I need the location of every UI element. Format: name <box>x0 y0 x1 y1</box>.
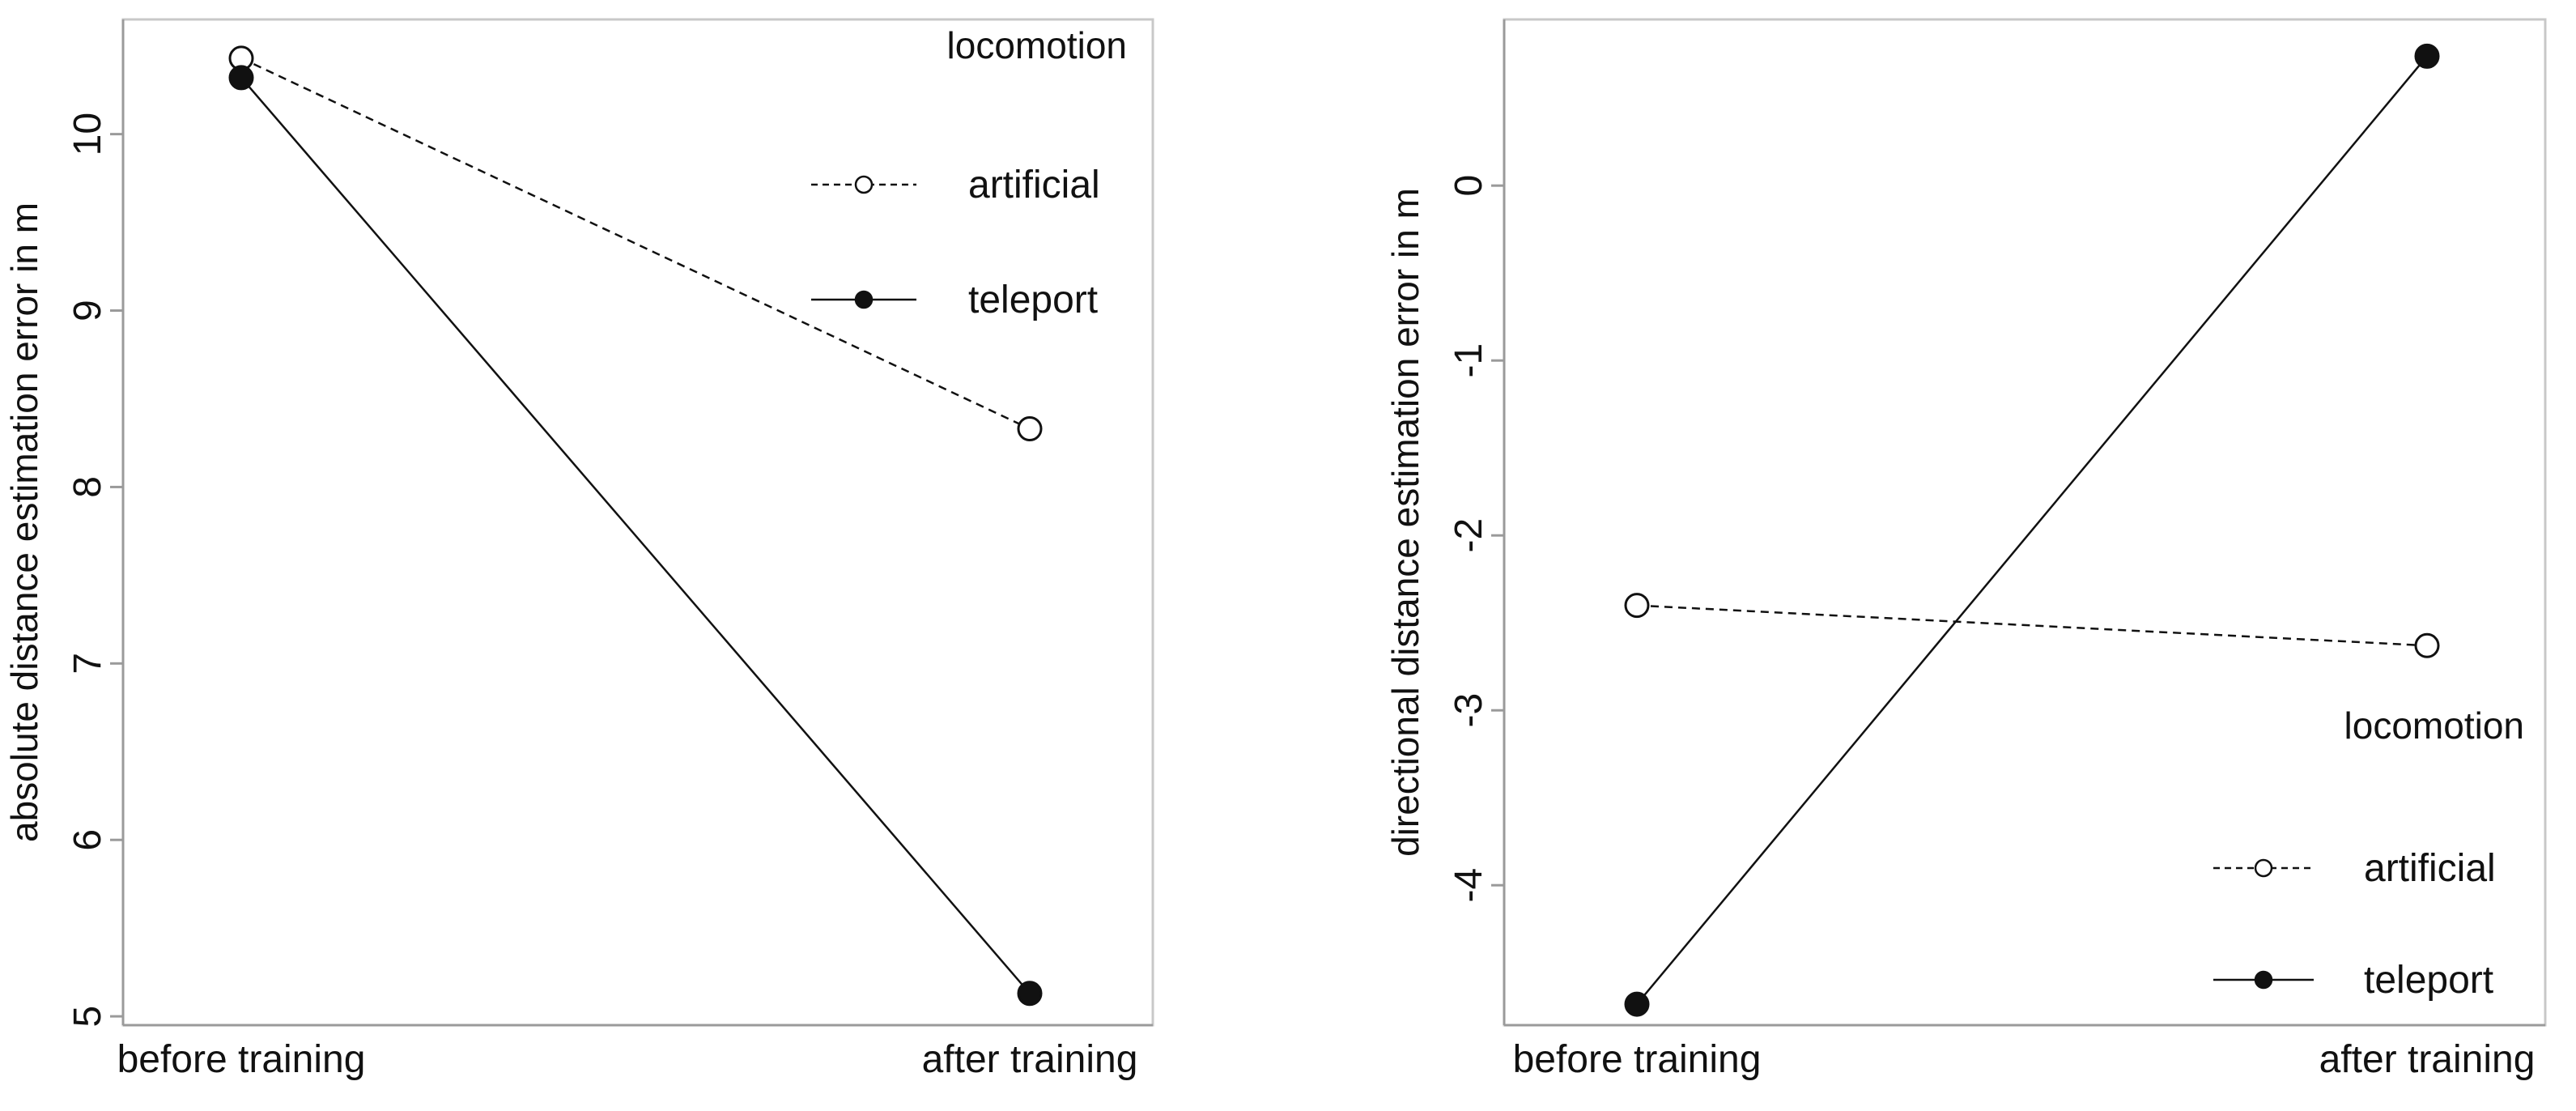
y-tick-label: 7 <box>66 653 109 675</box>
x-tick-label: before training <box>1513 1038 1762 1081</box>
data-point-artificial <box>2414 632 2440 658</box>
x-tick-label: before training <box>117 1038 366 1081</box>
legend-title: locomotion <box>947 24 1127 66</box>
x-tick-label: after training <box>2319 1038 2536 1081</box>
y-tick-label: -1 <box>1447 343 1490 378</box>
y-tick-label: 8 <box>66 476 109 498</box>
legend-marker-teleport <box>854 290 874 309</box>
legend-marker-teleport <box>2254 970 2273 990</box>
y-tick-label: 0 <box>1447 175 1490 197</box>
data-point-teleport <box>2414 43 2440 69</box>
chart-panel-absolute-error: 5 6 7 8 9 10 before training after training abso… <box>3 18 1154 1081</box>
legend-label-teleport: teleport <box>968 279 1098 321</box>
legend-marker-artificial <box>854 175 874 194</box>
y-tick-label: 6 <box>66 829 109 851</box>
chart-panel-directional-error: -4 -3 -2 -1 0 before training after training di… <box>1384 18 2547 1081</box>
data-point-teleport <box>228 65 254 91</box>
series-line-teleport <box>1636 55 2428 1005</box>
y-tick-label: 5 <box>66 1006 109 1028</box>
legend-label-teleport: teleport <box>2364 959 2493 1002</box>
y-tick-label: 10 <box>66 113 109 155</box>
legend-label-artificial: artificial <box>2364 847 2496 890</box>
legend-title: locomotion <box>2344 704 2524 747</box>
y-tick-label: -4 <box>1447 868 1490 903</box>
y-tick-label: -2 <box>1447 518 1490 553</box>
y-axis-title: absolute distance estimation error in m <box>3 202 45 842</box>
data-point-artificial <box>1624 593 1650 619</box>
y-axis-title: directional distance estimation error in… <box>1384 188 1426 857</box>
legend-label-artificial: artificial <box>968 164 1100 206</box>
data-point-teleport <box>1624 991 1650 1017</box>
y-tick-label: 9 <box>66 300 109 321</box>
x-tick-label: after training <box>922 1038 1138 1081</box>
series-line-teleport <box>240 77 1031 994</box>
data-point-artificial <box>1017 416 1043 442</box>
y-tick-label: -3 <box>1447 693 1490 728</box>
legend-marker-artificial <box>2254 858 2273 878</box>
series-line-artificial <box>240 57 1031 430</box>
data-point-teleport <box>1017 981 1043 1007</box>
series-line-artificial <box>1636 604 2428 647</box>
